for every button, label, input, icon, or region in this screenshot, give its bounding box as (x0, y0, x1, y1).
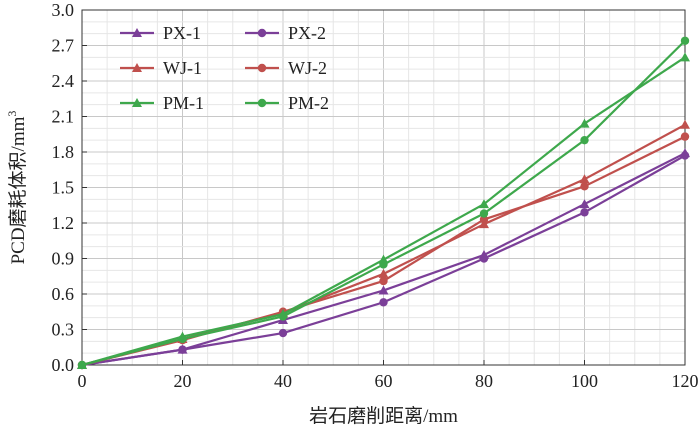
series-px-2 (77, 151, 690, 370)
y-tick-label: 3.0 (52, 0, 75, 20)
data-point-pm-1 (479, 199, 489, 209)
axis-ticks: 0 20 40 60 80 100 120 0.0 0.3 0.6 0.9 1.2 1.5 1.8 2.1 2… (52, 0, 699, 391)
data-point-px-1 (378, 285, 389, 295)
data-point-wj-1 (378, 268, 389, 278)
data-point-px-1 (579, 199, 590, 209)
legend-swatch-marker (257, 63, 267, 73)
data-point-px-2 (680, 151, 690, 160)
legend-label: PX-1 (163, 23, 201, 43)
series-pm-2 (77, 36, 690, 370)
x-tick-label: 80 (475, 371, 493, 391)
x-tick-label: 0 (78, 371, 87, 391)
x-tick-label: 120 (672, 371, 699, 391)
y-tick-label: 1.8 (52, 142, 75, 162)
y-axis-title: PCD磨耗体积/mm3 (5, 111, 29, 265)
legend-item-px-2: PX-2 (245, 23, 326, 43)
x-tick-label: 20 (174, 371, 192, 391)
data-point-wj-2 (379, 276, 388, 286)
data-point-pm-2 (680, 36, 690, 45)
legend-label: PM-1 (163, 93, 204, 113)
legend-swatch-marker (132, 98, 142, 107)
svg-text:PCD磨耗体积/mm3: PCD磨耗体积/mm3 (5, 111, 29, 265)
legend-item-wj-2: WJ-2 (245, 58, 327, 78)
legend-label: WJ-2 (288, 58, 327, 78)
y-tick-label: 1.5 (52, 178, 75, 198)
y-axis-title-text: PCD磨耗体积/mm (7, 116, 29, 264)
y-tick-label: 0.6 (52, 284, 75, 304)
legend-swatch-marker (132, 28, 142, 37)
data-point-px-2 (278, 328, 288, 338)
y-tick-label: 2.1 (52, 107, 75, 127)
legend-item-wj-1: WJ-1 (120, 58, 202, 78)
legend-label: PM-2 (288, 93, 329, 113)
x-tick-label: 60 (375, 371, 393, 391)
legend-swatch-marker (257, 28, 267, 38)
data-point-pm-1 (579, 118, 590, 128)
data-point-pm-2 (479, 209, 489, 218)
data-point-wj-1 (479, 219, 489, 229)
legend: PX-1 PX-2 WJ-1 WJ-2 PM-1 PM-2 (120, 23, 329, 113)
data-point-px-2 (580, 208, 589, 217)
legend-swatch-marker (132, 63, 142, 72)
data-point-wj-1 (579, 174, 590, 184)
legend-item-pm-2: PM-2 (245, 93, 329, 113)
data-point-pm-2 (278, 312, 288, 321)
data-point-pm-2 (178, 334, 187, 344)
y-tick-label: 0.3 (52, 320, 75, 340)
legend-label: WJ-1 (163, 58, 202, 78)
legend-swatch-marker (257, 98, 267, 108)
x-tick-label: 100 (571, 371, 598, 391)
data-point-px-2 (479, 254, 489, 263)
data-point-pm-1 (680, 52, 690, 62)
y-axis-title-superscript: 3 (5, 111, 19, 117)
data-point-wj-1 (680, 119, 690, 129)
legend-label: PX-2 (288, 23, 326, 43)
data-point-wj-2 (479, 215, 489, 224)
series-group (77, 36, 690, 370)
y-tick-label: 0.0 (52, 355, 75, 375)
data-point-wj-2 (580, 182, 589, 191)
y-tick-label: 2.7 (52, 36, 75, 56)
data-point-pm-2 (77, 360, 87, 370)
y-tick-label: 1.2 (52, 213, 75, 233)
data-point-px-2 (178, 345, 187, 354)
y-tick-label: 2.4 (52, 71, 75, 91)
data-point-pm-2 (580, 135, 589, 145)
legend-item-px-1: PX-1 (120, 23, 201, 43)
data-point-wj-2 (680, 132, 690, 141)
x-axis-title: 岩石磨削距离/mm (309, 405, 458, 427)
legend-item-pm-1: PM-1 (120, 93, 204, 113)
y-tick-label: 0.9 (52, 249, 75, 269)
data-point-pm-2 (379, 260, 388, 269)
x-tick-label: 40 (274, 371, 292, 391)
data-point-px-2 (379, 298, 388, 307)
